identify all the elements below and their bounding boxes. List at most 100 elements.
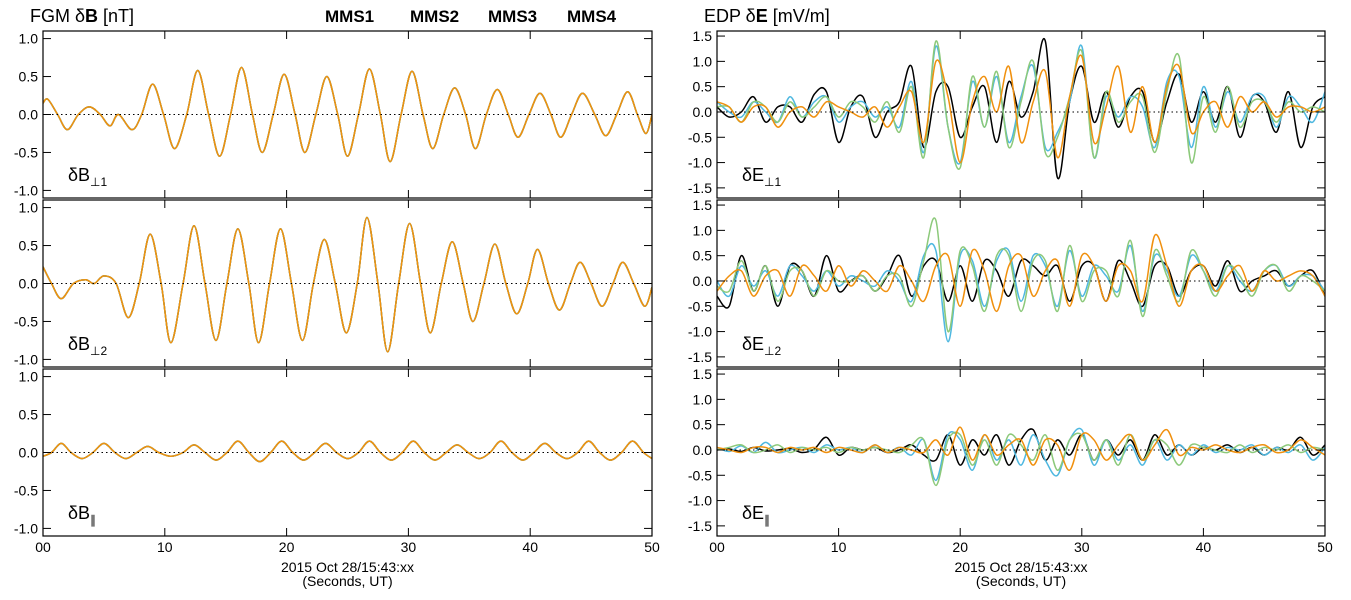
chart-title: FGM δB [nT] [30, 6, 134, 26]
series-line [43, 216, 652, 353]
y-tick-label: 0.0 [693, 104, 713, 120]
y-tick-label: -1.0 [688, 324, 712, 340]
panel-label: δB⊥1 [68, 165, 107, 189]
series-line [717, 428, 1325, 466]
x-axis-label: 2015 Oct 28/15:43:xx [954, 559, 1087, 575]
y-tick-label: 0.0 [19, 276, 39, 292]
y-tick-label: -0.5 [14, 313, 38, 329]
series-line [717, 233, 1325, 313]
chart-title: EDP δE [mV/m] [704, 6, 830, 26]
x-axis-label: (Seconds, UT) [976, 573, 1066, 589]
title-part: E [756, 6, 768, 26]
y-tick-label: 1.5 [693, 366, 713, 382]
panel-label-sub: ∥ [90, 513, 96, 527]
y-tick-label: -1.0 [14, 520, 38, 536]
title-part: FGM δ [30, 6, 85, 26]
panel-label-sub: ⊥2 [764, 344, 781, 358]
series-line [717, 426, 1325, 471]
series-line [43, 440, 652, 463]
y-tick-label: -0.5 [688, 129, 712, 145]
series-line [717, 427, 1325, 482]
y-tick-label: 0.5 [693, 417, 713, 433]
x-tick-label: 40 [522, 539, 538, 555]
y-tick-label: 1.0 [693, 53, 713, 69]
panel-label: δB∥ [68, 503, 96, 527]
panel-label-sub: ⊥1 [90, 175, 107, 189]
series-line [717, 54, 1325, 164]
y-tick-label: 0.0 [19, 445, 39, 461]
y-tick-label: -1.0 [688, 155, 712, 171]
x-tick-label: 40 [1196, 539, 1212, 555]
x-tick-label: 10 [157, 539, 173, 555]
y-tick-label: 1.5 [693, 197, 713, 213]
y-tick-label: 1.0 [19, 200, 39, 216]
plot-frame [716, 368, 1326, 537]
y-tick-label: 0.5 [19, 69, 39, 85]
title-part: EDP δ [704, 6, 756, 26]
y-tick-label: 1.0 [19, 31, 39, 47]
plot-frame [716, 30, 1326, 199]
panel-label-main: δB [68, 503, 90, 523]
x-tick-label: 50 [644, 539, 660, 555]
x-tick-label: 00 [709, 539, 725, 555]
panel-label-main: δE [742, 334, 764, 354]
series-line [717, 40, 1325, 170]
title-part: B [85, 6, 98, 26]
legend-entry: MMS3 [488, 7, 537, 26]
y-tick-label: -1.0 [14, 351, 38, 367]
x-tick-label: 20 [952, 539, 968, 555]
y-tick-label: -0.5 [688, 467, 712, 483]
panel-label-main: δB [68, 165, 90, 185]
legend-entry: MMS1 [325, 7, 374, 26]
x-axis-label: 2015 Oct 28/15:43:xx [281, 559, 414, 575]
plot-area [43, 66, 652, 163]
series-line [43, 66, 652, 163]
panel-label-main: δE [742, 165, 764, 185]
panel-label-sub: ∥ [764, 513, 770, 527]
legend-entry: MMS4 [567, 7, 617, 26]
y-tick-label: 0.0 [693, 273, 713, 289]
y-tick-label: 1.5 [693, 28, 713, 44]
plot-area [717, 217, 1325, 343]
x-tick-label: 10 [831, 539, 847, 555]
series-line [717, 37, 1325, 180]
y-tick-label: -1.5 [688, 349, 712, 365]
y-tick-label: -1.0 [688, 493, 712, 509]
y-tick-label: -0.5 [14, 144, 38, 160]
y-tick-label: -1.5 [688, 180, 712, 196]
title-part: [mV/m] [768, 6, 830, 26]
x-axis-label: (Seconds, UT) [302, 573, 392, 589]
y-tick-label: 0.5 [693, 79, 713, 95]
x-tick-label: 50 [1317, 539, 1333, 555]
x-tick-label: 30 [401, 539, 417, 555]
panel-label: δE∥ [742, 503, 770, 527]
plot-frame [716, 199, 1326, 368]
plot-area [717, 37, 1325, 180]
plot-area [717, 426, 1325, 487]
panel-label-sub: ⊥1 [764, 175, 781, 189]
y-tick-label: 1.0 [693, 222, 713, 238]
title-part: [nT] [98, 6, 134, 26]
x-tick-label: 00 [35, 539, 51, 555]
y-tick-label: -0.5 [14, 482, 38, 498]
panel-label: δE⊥2 [742, 334, 781, 358]
panel-label-main: δB [68, 334, 90, 354]
y-tick-label: 0.0 [693, 442, 713, 458]
y-tick-label: 0.5 [19, 238, 39, 254]
panel-label: δE⊥1 [742, 165, 781, 189]
plot-area [43, 216, 652, 353]
panel-label-sub: ⊥2 [90, 344, 107, 358]
y-tick-label: 0.5 [19, 407, 39, 423]
legend-entry: MMS2 [410, 7, 459, 26]
y-tick-label: 0.5 [693, 248, 713, 264]
series-line [717, 254, 1325, 309]
y-tick-label: -0.5 [688, 298, 712, 314]
series-line [717, 242, 1325, 343]
x-tick-label: 30 [1074, 539, 1090, 555]
y-tick-label: -1.0 [14, 182, 38, 198]
panel-label-main: δE [742, 503, 764, 523]
y-tick-label: -1.5 [688, 518, 712, 534]
y-tick-label: 1.0 [19, 369, 39, 385]
plot-area [43, 440, 652, 463]
